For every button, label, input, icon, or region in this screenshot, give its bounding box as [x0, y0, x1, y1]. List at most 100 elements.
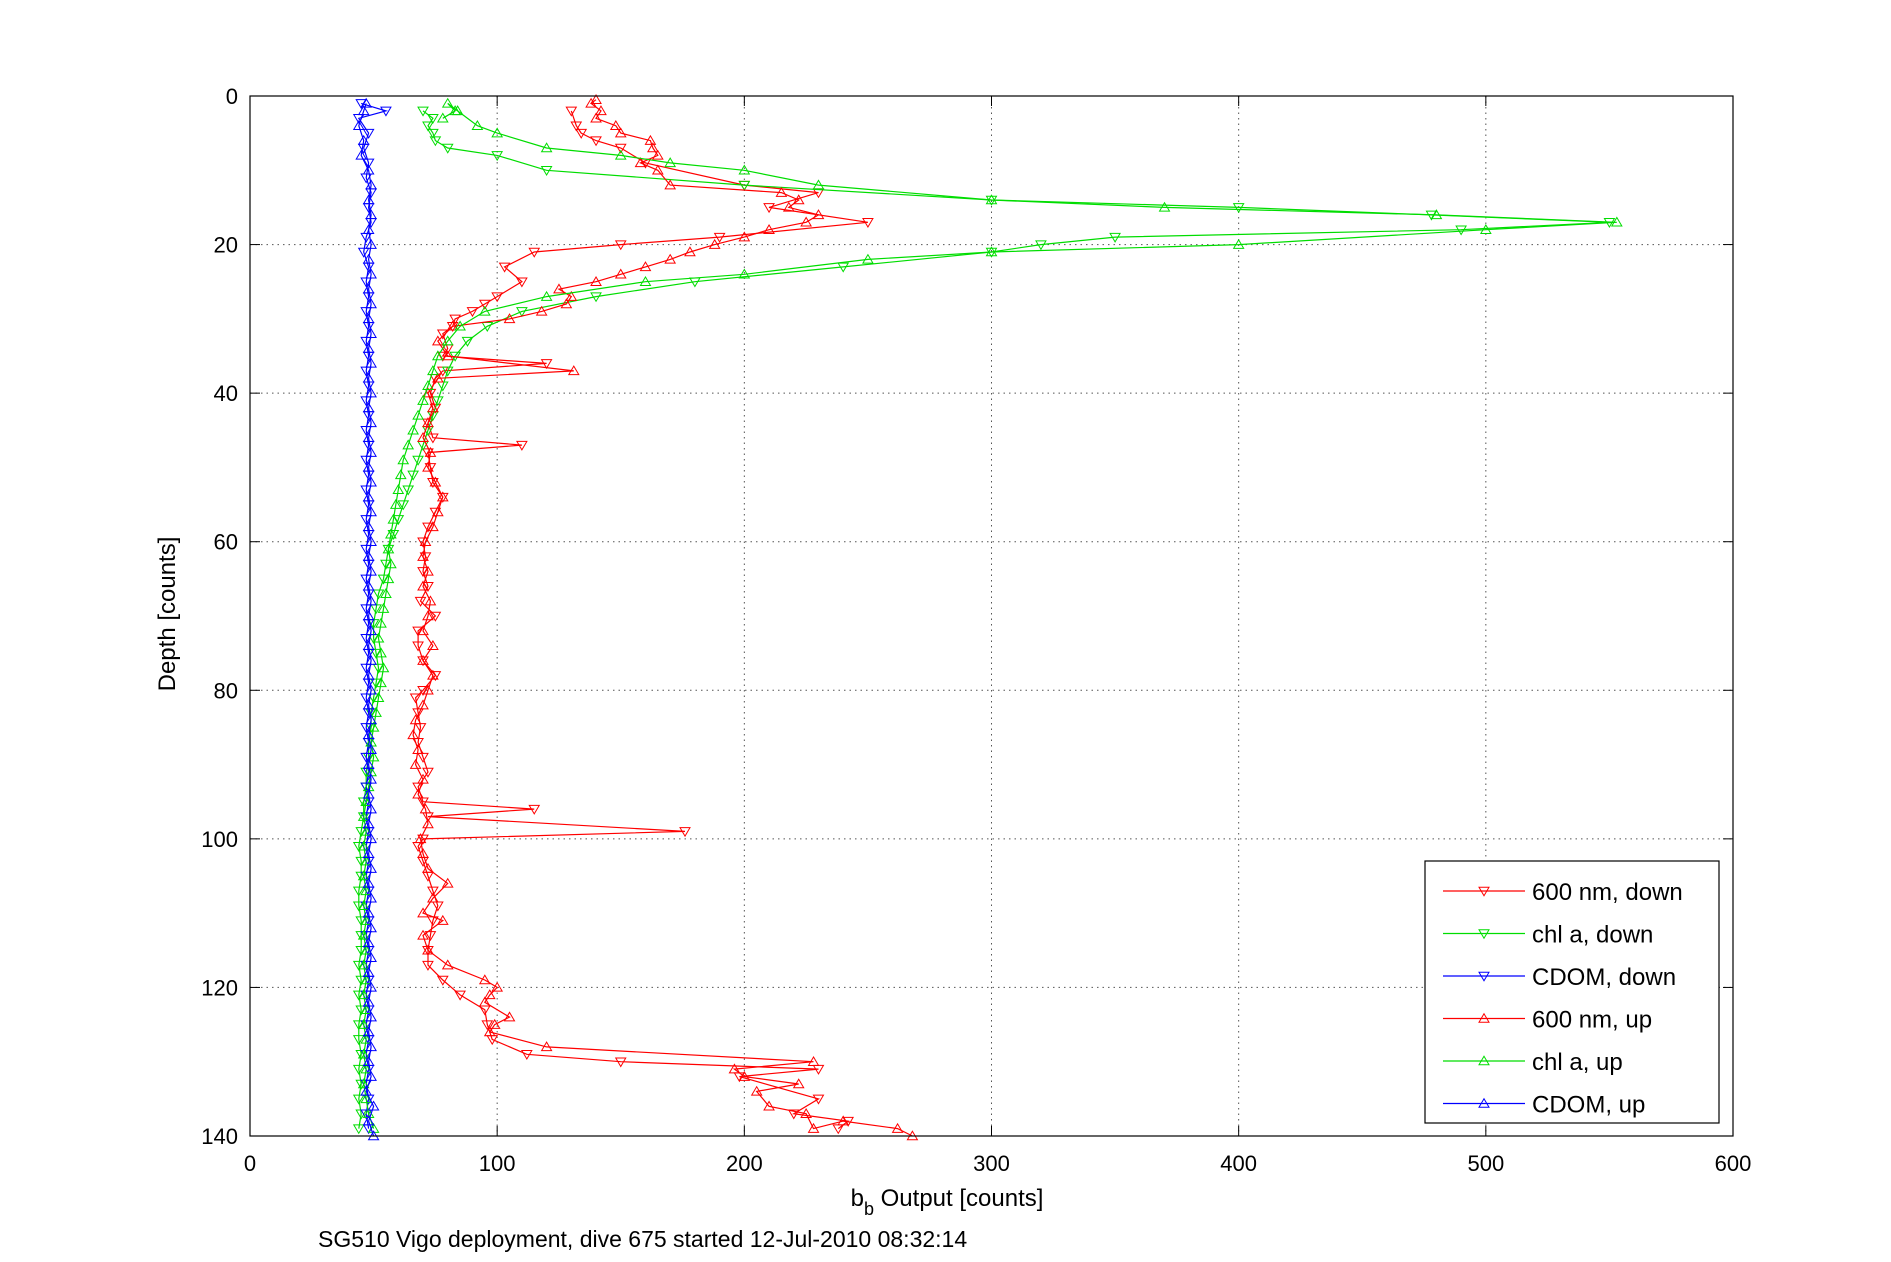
data-point [417, 656, 429, 667]
data-point [365, 506, 377, 517]
data-point [355, 916, 368, 927]
data-point [362, 580, 375, 591]
data-point [590, 292, 602, 303]
legend-item: chl a, up [1443, 1049, 1623, 1076]
legend-item: chl a, down [1443, 922, 1653, 949]
data-point [362, 996, 375, 1007]
data-point [367, 751, 380, 762]
data-point [516, 277, 528, 288]
data-point [365, 1011, 377, 1022]
data-point [357, 959, 370, 970]
data-point [441, 877, 454, 888]
data-point [382, 573, 395, 584]
data-point [787, 1109, 800, 1120]
series-0 [409, 106, 874, 1135]
data-point [362, 431, 375, 442]
data-point [424, 446, 437, 457]
data-point [837, 1115, 850, 1126]
data-point [417, 106, 429, 117]
data-point [362, 847, 375, 858]
data-point [862, 218, 874, 229]
data-point [664, 253, 677, 264]
data-point [357, 989, 370, 1000]
data-point [431, 350, 444, 361]
data-point [483, 989, 496, 1000]
data-point [365, 654, 377, 665]
data-point [553, 283, 565, 294]
data-point [431, 372, 444, 383]
ticks: 0 100 200 300 400 500 600 0 20 40 60 80 100 120 140 [201, 84, 1751, 1176]
data-point [1430, 209, 1443, 220]
data-point [614, 240, 627, 251]
series-1 [352, 106, 1616, 1135]
data-point [355, 99, 368, 110]
data-point [491, 127, 504, 138]
legend-marker [1478, 1055, 1490, 1066]
data-point [352, 119, 365, 130]
data-point [362, 194, 375, 205]
data-point [461, 336, 474, 347]
data-point [498, 262, 511, 273]
data-point [357, 899, 370, 910]
x-axis-label-main: b [851, 1185, 864, 1212]
data-point [441, 959, 454, 970]
data-point [362, 158, 375, 169]
data-point [738, 268, 751, 279]
data-point [985, 194, 998, 205]
data-point [362, 164, 375, 175]
data-point [1232, 203, 1245, 214]
data-point [540, 142, 553, 153]
data-point [360, 944, 373, 955]
data-point [362, 877, 375, 888]
data-point [362, 639, 375, 650]
data-point [412, 788, 424, 799]
data-point [375, 617, 387, 628]
data-point [441, 366, 454, 377]
data-point [365, 766, 377, 777]
x-tick-label: 500 [1467, 1151, 1504, 1176]
legend-marker [1478, 929, 1490, 940]
data-point [365, 743, 377, 754]
data-point [360, 1003, 373, 1014]
series-layer [352, 93, 1623, 1141]
data-point [528, 804, 541, 815]
data-point [365, 1041, 377, 1052]
data-point [427, 128, 439, 139]
data-point [431, 335, 444, 346]
data-point [1035, 240, 1047, 251]
legend-label: 600 nm, down [1532, 879, 1683, 906]
data-point [417, 929, 429, 940]
data-point [362, 1055, 375, 1066]
data-point [352, 960, 365, 971]
data-point [422, 960, 434, 971]
data-point [446, 320, 459, 331]
data-point [355, 149, 368, 160]
data-point [567, 365, 580, 376]
data-point [488, 1018, 501, 1029]
data-point [362, 283, 375, 294]
data-point [491, 151, 504, 162]
data-point [357, 840, 370, 851]
data-point [639, 261, 652, 272]
data-point [352, 1064, 365, 1075]
data-point [362, 729, 375, 740]
data-point [352, 886, 365, 897]
data-point [365, 736, 377, 747]
data-point [352, 1094, 365, 1105]
data-point [352, 1020, 365, 1031]
data-point [362, 610, 375, 621]
data-point [728, 1063, 741, 1074]
data-point [407, 729, 420, 740]
data-point [397, 454, 410, 465]
data-point [422, 610, 434, 621]
data-point [380, 106, 392, 117]
legend-item: 600 nm, up [1443, 1007, 1652, 1034]
data-point [357, 870, 370, 881]
data-point [355, 1005, 368, 1016]
data-point [651, 149, 664, 160]
data-point [357, 134, 370, 145]
data-point [355, 946, 368, 957]
data-point [375, 677, 387, 688]
data-point [478, 299, 491, 310]
data-point [362, 372, 375, 383]
